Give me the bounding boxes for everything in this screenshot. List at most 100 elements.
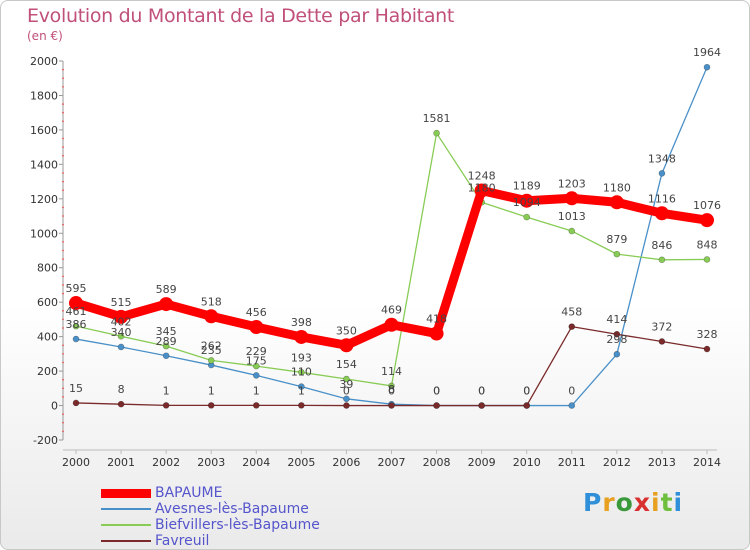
y-minor-tick bbox=[62, 430, 64, 433]
y-minor-tick bbox=[62, 120, 64, 123]
data-point bbox=[72, 335, 80, 343]
data-point bbox=[298, 402, 305, 409]
y-minor-tick bbox=[62, 240, 64, 243]
y-minor-tick bbox=[62, 137, 64, 140]
chart-subtitle: (en €) bbox=[27, 29, 63, 43]
data-point bbox=[568, 227, 576, 235]
y-minor-tick bbox=[62, 378, 64, 381]
y-tick-label: 1600 bbox=[30, 124, 58, 137]
data-label: 154 bbox=[336, 358, 357, 371]
data-label: 414 bbox=[606, 313, 627, 326]
data-point bbox=[343, 375, 350, 383]
legend-label-avesnes: Avesnes-lès-Bapaume bbox=[155, 501, 309, 517]
y-tick-label: 1400 bbox=[30, 158, 58, 171]
data-point bbox=[72, 322, 80, 330]
y-tick-label: 2000 bbox=[30, 55, 58, 68]
x-tick-label: 2014 bbox=[693, 456, 721, 469]
data-point bbox=[609, 195, 624, 210]
y-tick-label: 1800 bbox=[30, 89, 58, 102]
data-label: 469 bbox=[381, 304, 402, 317]
data-point bbox=[162, 352, 170, 360]
legend-swatch-favreuil bbox=[101, 540, 151, 542]
data-point bbox=[117, 332, 125, 340]
x-tick-label: 2003 bbox=[197, 456, 225, 469]
x-tick-label: 2011 bbox=[558, 456, 586, 469]
data-label: 0 bbox=[388, 385, 395, 398]
data-point bbox=[523, 402, 531, 409]
data-label: 372 bbox=[651, 320, 672, 333]
data-label: 1964 bbox=[693, 46, 721, 59]
logo-letter: t bbox=[660, 488, 674, 517]
data-point bbox=[343, 395, 350, 403]
logo-letter: P bbox=[583, 488, 603, 517]
data-label: 229 bbox=[246, 345, 267, 358]
legend-swatch-avesnes bbox=[101, 508, 151, 510]
x-tick-label: 2010 bbox=[513, 456, 541, 469]
y-minor-tick bbox=[62, 421, 64, 424]
y-tick-label: 200 bbox=[37, 365, 58, 378]
data-label: 461 bbox=[66, 305, 87, 318]
data-label: 1180 bbox=[603, 181, 631, 194]
data-label: 1116 bbox=[648, 192, 676, 205]
data-label: 345 bbox=[156, 325, 177, 338]
data-point bbox=[474, 183, 489, 198]
data-label: 8 bbox=[118, 383, 125, 396]
x-tick-label: 2006 bbox=[332, 456, 360, 469]
data-label: 1348 bbox=[648, 152, 676, 165]
y-minor-tick bbox=[62, 172, 64, 174]
data-label: 402 bbox=[111, 315, 132, 328]
data-label: 0 bbox=[523, 385, 530, 398]
y-minor-tick bbox=[62, 387, 64, 390]
data-label: 1180 bbox=[468, 181, 496, 194]
data-point bbox=[117, 343, 125, 351]
logo-letter: x bbox=[633, 488, 651, 517]
x-tick-label: 2004 bbox=[242, 456, 270, 469]
data-label: 456 bbox=[246, 306, 267, 319]
data-point bbox=[433, 402, 440, 409]
data-point bbox=[249, 319, 264, 334]
y-minor-tick bbox=[62, 77, 64, 80]
x-tick-label: 2007 bbox=[378, 456, 406, 469]
x-tick-label: 2009 bbox=[468, 456, 496, 469]
data-point bbox=[339, 338, 354, 353]
data-label: 1189 bbox=[513, 180, 541, 193]
data-label: 0 bbox=[478, 385, 485, 398]
data-label: 398 bbox=[291, 316, 312, 329]
data-label: 114 bbox=[381, 365, 402, 378]
data-point bbox=[162, 342, 170, 350]
x-tick-label: 2008 bbox=[423, 456, 451, 469]
data-point bbox=[294, 329, 309, 344]
y-tick-label: 1200 bbox=[30, 193, 58, 206]
data-label: 386 bbox=[66, 318, 87, 331]
data-label: 1076 bbox=[693, 199, 721, 212]
y-minor-tick bbox=[62, 154, 64, 157]
y-minor-tick bbox=[62, 68, 64, 71]
y-minor-tick bbox=[62, 352, 64, 355]
data-label: 1013 bbox=[558, 210, 586, 223]
data-label: 298 bbox=[606, 333, 627, 346]
data-point bbox=[114, 309, 129, 324]
data-point bbox=[204, 309, 219, 324]
data-label: 518 bbox=[201, 295, 222, 308]
data-point bbox=[613, 250, 621, 258]
series-line bbox=[75, 132, 708, 387]
y-minor-tick bbox=[62, 223, 64, 226]
data-point bbox=[568, 323, 576, 330]
data-label: 15 bbox=[69, 382, 83, 395]
data-label: 1203 bbox=[558, 177, 586, 190]
y-minor-tick bbox=[62, 344, 64, 347]
data-point bbox=[252, 372, 260, 379]
y-minor-tick bbox=[62, 413, 64, 416]
y-tick-label: 800 bbox=[37, 262, 58, 275]
data-point bbox=[252, 402, 260, 409]
legend-swatch-bapaume bbox=[101, 489, 151, 498]
y-minor-tick bbox=[62, 309, 64, 312]
data-label: 1 bbox=[163, 384, 170, 397]
data-point bbox=[700, 213, 714, 228]
data-label: 595 bbox=[66, 282, 87, 295]
data-label: 0 bbox=[343, 385, 350, 398]
y-minor-tick bbox=[62, 275, 64, 278]
x-tick-label: 2002 bbox=[152, 456, 180, 469]
y-tick-label: 400 bbox=[37, 331, 58, 344]
data-label: 0 bbox=[523, 385, 530, 398]
